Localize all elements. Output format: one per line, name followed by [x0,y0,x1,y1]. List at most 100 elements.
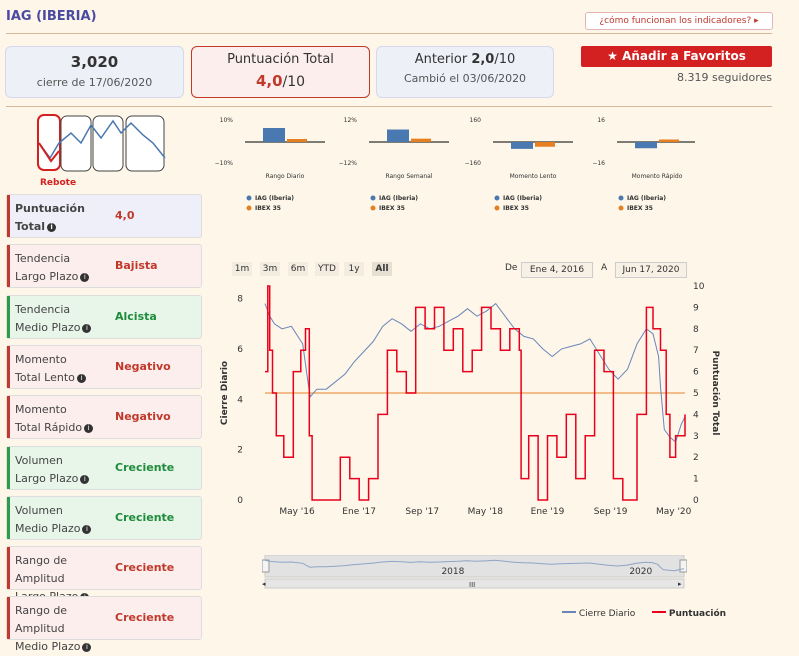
indicator-label-line2: Largo Plazo [15,270,79,284]
help-indicators-link[interactable]: ¿cómo funcionan los indicadores? ▸ [585,12,773,30]
mini-chart: 12% −12% Rango Semanal IAG (Iberia) IBEX 35 [339,117,449,212]
info-icon[interactable]: i [76,373,86,383]
indicator-label-line1: Rango de Amplitud [15,554,68,586]
indicator-label-line1: Tendencia [15,252,71,266]
close-price-value: 3,020 [70,53,119,71]
x-tick-label: May '18 [468,507,504,517]
indicator-status-bar [7,446,10,489]
mini-chart: 160 −160 Momento Lento IAG (Iberia) IBEX 35 [465,117,573,212]
info-icon[interactable]: i [84,424,94,434]
mini-legend-swatch [370,205,376,211]
y2-tick-label: 8 [693,325,699,335]
indicator-value: Creciente [115,561,175,575]
y2-tick-label: 1 [693,475,699,485]
add-favorites-button[interactable]: ★ Añadir a Favoritos [581,46,772,67]
y2-tick-label: 6 [693,368,699,378]
navigator-series-line [264,559,685,572]
mini-ytick-label: 16 [597,117,605,124]
info-icon[interactable]: i [47,223,57,232]
scroll-right-icon[interactable]: ▸ [678,580,682,588]
mini-bar [287,139,307,142]
info-icon[interactable]: i [80,474,90,484]
indicator-value: Creciente [115,510,175,524]
legend-puntuacion-label: Puntuación [668,609,727,619]
navigator-left-handle[interactable] [262,559,270,573]
info-icon[interactable]: i [82,643,92,653]
navigator-year-label: 2020 [629,567,652,577]
indicator-label-line2: Medio Plazo [15,320,81,334]
indicator-row[interactable]: Tendencia Largo Plazo i Bajista [6,244,202,289]
range-button-6m[interactable]: 6m [288,262,308,276]
y2-tick-label: 0 [693,496,699,506]
mini-legend-label: IAG (Iberia) [379,195,418,202]
range-button-1y[interactable]: 1y [344,262,364,276]
series-line-puntuacion [265,285,686,501]
mini-legend-swatch [246,195,252,201]
indicator-row[interactable]: Momento Total Lento i Negativo [6,344,202,389]
indicator-status-bar [7,345,10,388]
indicator-label: Puntuación Total i [15,200,115,236]
total-score-card: Puntuación Total 4,0/10 [191,46,370,98]
date-from-input[interactable]: Ene 4, 2016 [521,262,593,278]
info-icon[interactable]: i [80,273,90,283]
y2-axis-title: Puntuación Total [710,351,721,436]
mini-legend-swatch [494,195,500,201]
indicator-row[interactable]: Momento Total Rápido i Negativo [6,395,202,440]
mini-legend-label: IBEX 35 [627,205,653,212]
mini-chart-title: Momento Rápido [632,173,683,180]
indicator-label-line2: Total Rápido [15,421,83,435]
mini-ytick-label: −10% [215,160,233,167]
indicator-status-bar [7,396,10,439]
legend-cierre-label: Cierre Diario [578,609,636,619]
range-button-3m[interactable]: 3m [260,262,280,276]
indicator-value: Negativo [115,410,171,424]
indicator-label: Momento Total Rápido i [15,401,115,437]
indicator-label-line2: Medio Plazo [15,521,81,535]
indicator-label: Tendencia Largo Plazo i [15,250,115,286]
indicator-label: Momento Total Lento i [15,351,115,387]
date-to-label: A [601,263,608,273]
info-icon[interactable]: i [82,524,92,534]
indicator-row[interactable]: Volumen Medio Plazo i Creciente [6,495,202,540]
x-tick-label: Ene '17 [342,507,376,517]
indicator-value: Creciente [115,611,175,625]
mini-chart-title: Rango Semanal [385,173,432,180]
main-line-chart: 0 2 4 6 8 0 1 2 3 4 5 6 7 8 9 10 May '16 Ene '17 Sep '17 Ma… [220,282,721,517]
indicator-label-line2: Largo Plazo [15,471,79,485]
x-tick-label: Ene '19 [531,507,565,517]
mini-ytick-label: 160 [470,117,482,124]
info-icon[interactable]: i [82,323,92,333]
y-tick-label: 4 [237,395,243,405]
navigator-scrollbar[interactable] [264,578,685,589]
previous-score-changed: Cambió el 03/06/2020 [403,72,527,85]
mini-ytick-label: −160 [465,160,482,167]
indicator-row[interactable]: Rango de Amplitud Medio Plazo i Creciente [6,596,202,653]
section-divider [6,106,772,107]
indicator-label-line1: Volumen [15,453,63,467]
indicator-row[interactable]: Tendencia Medio Plazo i Alcista [6,294,202,339]
page-title: IAG (IBERIA) [6,9,97,24]
range-button-all[interactable]: All [372,262,392,276]
indicator-label-line1: Tendencia [15,302,71,316]
mini-chart-title: Momento Lento [510,173,557,180]
chart-navigator[interactable]: III ◂ ▸ 2018 2020 [262,555,687,589]
y2-tick-label: 2 [693,453,699,463]
mini-ytick-label: −16 [592,160,605,167]
y2-tick-label: 4 [693,410,699,420]
scroll-left-icon[interactable]: ◂ [262,580,266,588]
followers-count: 8.319 seguidores [677,71,772,84]
legend-cierre[interactable]: Cierre Diario [562,609,635,619]
rebote-label: Rebote [40,178,77,188]
mini-bar [387,129,409,142]
indicator-row[interactable]: Volumen Largo Plazo i Creciente [6,445,202,490]
y2-tick-label: 5 [693,389,699,399]
navigator-right-handle[interactable] [679,559,687,573]
range-button-ytd[interactable]: YTD [315,262,339,276]
indicator-row[interactable]: Puntuación Total i 4,0 [6,194,202,238]
range-button-1m[interactable]: 1m [232,262,252,276]
legend-puntuacion[interactable]: Puntuación [652,609,726,619]
previous-score-value: 2,0 [471,52,495,67]
date-to-input[interactable]: Jun 17, 2020 [615,262,687,278]
y2-tick-label: 7 [693,346,699,356]
